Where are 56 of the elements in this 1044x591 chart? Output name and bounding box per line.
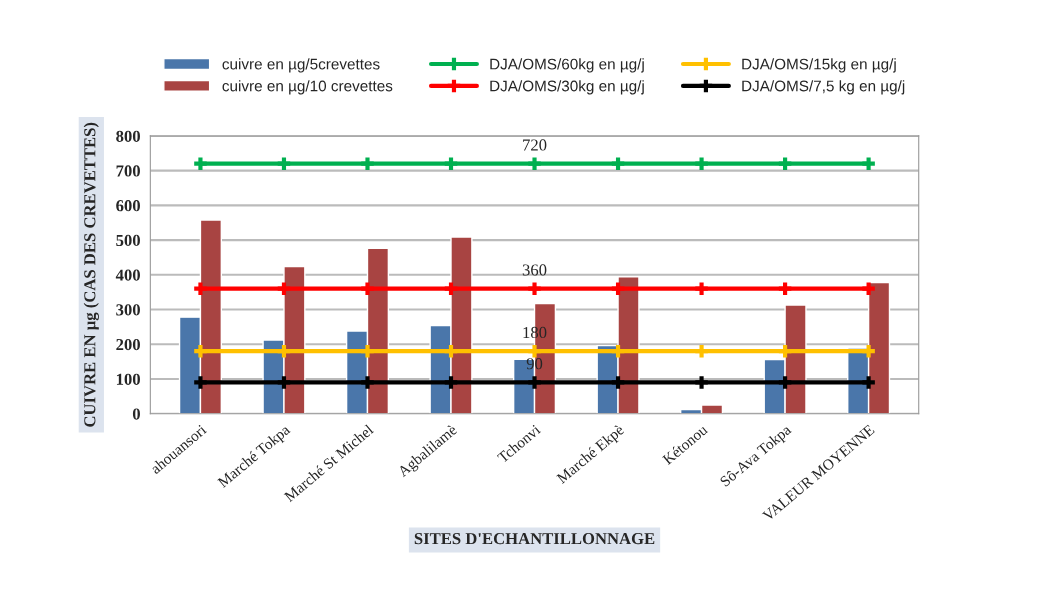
y-tick-label: 800 xyxy=(116,130,140,142)
point xyxy=(862,282,875,295)
point xyxy=(695,344,708,358)
point xyxy=(695,157,708,170)
point xyxy=(778,282,792,295)
y-tick-label: 500 xyxy=(116,234,140,247)
y-tick-label: 700 xyxy=(116,165,140,177)
annotation: 720 xyxy=(523,139,547,151)
point xyxy=(361,157,374,170)
legend-label: cuivre en µg/10 crevettes xyxy=(222,80,393,95)
point xyxy=(277,376,291,389)
point xyxy=(277,282,291,295)
point xyxy=(778,376,792,389)
point xyxy=(194,376,207,389)
legend-label: cuivre en µg/5crevettes xyxy=(222,58,380,73)
point xyxy=(444,282,458,295)
point xyxy=(778,344,792,358)
point xyxy=(695,282,708,295)
point xyxy=(361,282,374,295)
point xyxy=(277,157,291,170)
y-tick-label: 200 xyxy=(116,338,140,351)
point xyxy=(862,376,875,389)
y-tick-label: 300 xyxy=(116,304,140,316)
point xyxy=(444,344,458,358)
point xyxy=(528,376,541,389)
point xyxy=(778,157,792,170)
y-axis-title: CUIVRE EN µg (CAS DES CREVETTES) xyxy=(83,122,99,427)
point xyxy=(444,157,458,170)
annotation: 90 xyxy=(526,358,543,370)
y-tick-label: 600 xyxy=(116,200,140,212)
point xyxy=(611,376,625,389)
annotation: 360 xyxy=(522,264,547,276)
y-tick-label: 400 xyxy=(115,269,140,281)
point xyxy=(528,282,541,295)
point xyxy=(862,157,875,170)
point xyxy=(277,344,291,358)
point xyxy=(361,376,374,389)
point xyxy=(194,157,207,170)
legend-label: DJA/OMS/30kg en µg/j xyxy=(490,80,644,95)
point xyxy=(528,344,541,358)
point xyxy=(695,376,708,389)
point xyxy=(862,344,875,358)
point xyxy=(611,344,625,358)
legend-label: DJA/OMS/15kg en µg/j xyxy=(742,58,896,73)
point xyxy=(611,282,625,295)
point xyxy=(444,376,458,389)
legend-label: DJA/OMS/60kg en µg/j xyxy=(490,58,644,73)
legend-label: DJA/OMS/7,5 kg en µg/j xyxy=(742,80,905,95)
point xyxy=(528,157,541,170)
point xyxy=(194,344,207,358)
y-tick-label: 100 xyxy=(116,373,140,385)
point xyxy=(194,282,207,295)
x-axis-title: SITES D'ECHANTILLONNAGE xyxy=(414,533,655,545)
point xyxy=(361,344,374,358)
y-tick-label: 0 xyxy=(132,408,140,420)
point xyxy=(611,157,625,170)
